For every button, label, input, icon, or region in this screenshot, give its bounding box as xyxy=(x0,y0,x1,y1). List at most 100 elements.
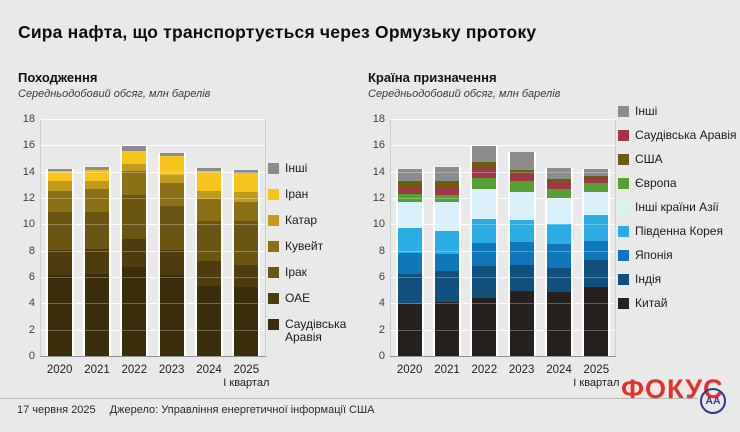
bar-segment xyxy=(159,249,184,276)
legend-swatch-icon xyxy=(618,298,629,309)
gridline xyxy=(391,145,615,147)
origin-plot-area: 0 2 4 6 8 10 12 14 16 18 2020 2021 2022 2023 2024 2025 І… xyxy=(23,113,270,389)
x-axis-tick-label: 2022 xyxy=(121,364,148,376)
chart-destination-title: Країна призначення xyxy=(368,70,497,85)
bar-segment xyxy=(472,177,497,189)
y-axis-tick-label: 18 xyxy=(22,113,35,125)
x-axis-tick-label: 2023 xyxy=(508,364,535,376)
bar-segment xyxy=(547,292,571,357)
legend-item: Європа xyxy=(618,177,738,190)
bar-segment xyxy=(122,195,147,239)
stacked-bar-2020 xyxy=(395,168,424,357)
gridline xyxy=(391,145,615,147)
bar-segment xyxy=(85,170,109,181)
anadolu-agency-logo: AA xyxy=(700,388,726,414)
y-axis-tick-label: 12 xyxy=(372,192,385,204)
page-title: Сира нафта, що транспортується через Орм… xyxy=(18,22,537,42)
bar-segment xyxy=(234,201,259,222)
legend-swatch-icon xyxy=(618,130,629,141)
bar-segment xyxy=(122,151,147,165)
y-axis-tick-label: 0 xyxy=(378,350,385,362)
gridline xyxy=(391,303,615,305)
bar-segment xyxy=(234,287,259,357)
bar-segment xyxy=(197,221,221,261)
bar-segment xyxy=(47,212,72,251)
x-axis-line xyxy=(390,356,616,357)
stacked-bar-2021 xyxy=(433,167,461,357)
gridline xyxy=(41,119,265,120)
bar-segment xyxy=(397,274,422,305)
bar-segment xyxy=(397,180,422,187)
bar-segment xyxy=(547,181,571,189)
bar-segment xyxy=(397,186,422,195)
legend-label: США xyxy=(635,152,663,166)
legend-swatch-icon xyxy=(618,274,629,285)
bar-segment xyxy=(85,188,109,213)
stacked-bar-2020 xyxy=(45,168,74,357)
bar-segment xyxy=(397,227,422,253)
bar-segment xyxy=(159,156,184,176)
legend-item: Південна Корея xyxy=(618,225,738,238)
y-axis-tick-label: 2 xyxy=(28,323,35,336)
gridline xyxy=(391,224,615,226)
bar-segment xyxy=(435,167,459,181)
bar-segment xyxy=(472,146,497,162)
legend-item: Інші країни Азії xyxy=(618,201,738,214)
bar-segment xyxy=(435,187,459,196)
y-axis-tick-label: 6 xyxy=(28,271,35,283)
bar-segment xyxy=(472,297,497,357)
bar-segment xyxy=(584,169,609,177)
legend-swatch-icon xyxy=(618,106,629,117)
bar-segment xyxy=(435,301,459,357)
bar-segment xyxy=(197,260,221,286)
legend-swatch-icon xyxy=(268,189,279,200)
gridline xyxy=(391,303,615,305)
bar-segment xyxy=(85,167,109,171)
gridline xyxy=(391,329,615,331)
gridline xyxy=(41,329,265,331)
y-axis-tick-label: 12 xyxy=(22,192,35,204)
stacked-bar-2024 xyxy=(195,168,223,357)
legend-swatch-icon xyxy=(268,293,279,304)
x-axis-tick-label: 2021 xyxy=(434,364,460,376)
bar-segment xyxy=(472,266,497,298)
bar-segment xyxy=(584,241,609,261)
bar-segment xyxy=(397,304,422,357)
stacked-bar-2023 xyxy=(507,152,536,357)
legend-label: ОАЕ xyxy=(285,291,311,305)
bar-segment xyxy=(159,206,184,250)
bar-segment xyxy=(234,172,259,192)
bar-segment xyxy=(47,250,72,276)
x-axis-tick-label: 2025 xyxy=(583,364,610,376)
gridline xyxy=(41,171,265,173)
legend-label: Південна Корея xyxy=(635,224,723,238)
gridline xyxy=(41,198,265,199)
bar-segment xyxy=(547,268,571,293)
gridline xyxy=(41,250,265,252)
bar-segment xyxy=(584,183,609,193)
x-axis-tick-label: 2023 xyxy=(158,364,185,376)
legend-swatch-icon xyxy=(268,267,279,278)
bar-segment xyxy=(584,260,609,287)
gridline xyxy=(391,171,615,173)
legend-item: Саудівська Аравія xyxy=(618,129,738,142)
legend-item: Ірак xyxy=(268,266,360,279)
bar-segment xyxy=(435,253,459,272)
publish-date: 17 червня 2025 xyxy=(17,404,96,416)
bar-segment xyxy=(547,243,571,269)
bar-segment xyxy=(547,224,571,244)
bar-segment xyxy=(159,183,184,207)
bar-segment xyxy=(197,168,221,172)
legend-item: Саудівська Аравія xyxy=(268,318,360,344)
bar-segment xyxy=(197,285,221,357)
x-axis-line xyxy=(40,356,266,357)
bar-segment xyxy=(435,230,459,254)
gridline xyxy=(41,329,265,331)
gridline xyxy=(391,277,615,278)
bar-segment xyxy=(397,168,422,181)
stacked-bar-2024 xyxy=(545,168,573,357)
y-axis-tick-label: 6 xyxy=(378,271,385,283)
bar-segment xyxy=(509,242,534,265)
legend-swatch-icon xyxy=(268,319,279,330)
